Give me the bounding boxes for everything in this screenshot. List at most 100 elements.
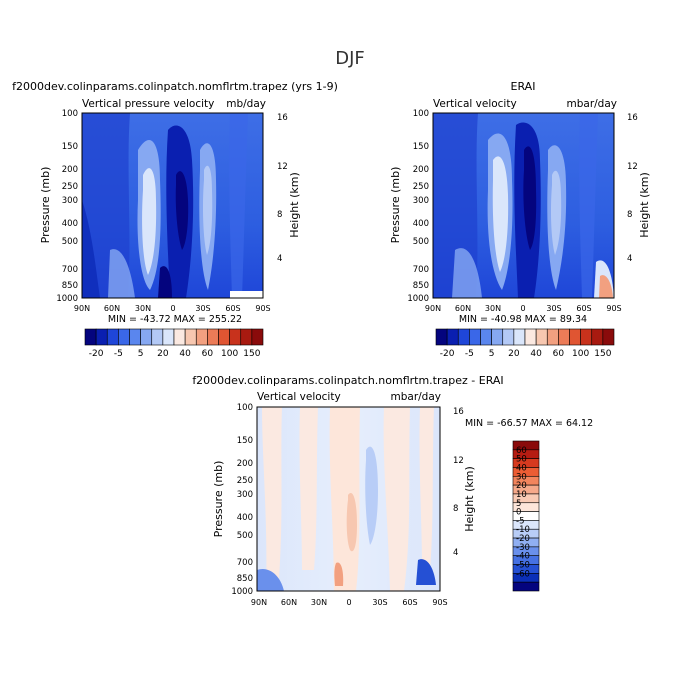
panel-model-field [82, 113, 263, 298]
panel-model-yticks: 100 150 200 250 300 400 500 700 850 1000 [56, 109, 78, 304]
panel-model-ytick: 300 [62, 196, 78, 206]
colorbar-swatch [558, 328, 570, 346]
panel-model-xtick: 30S [195, 304, 210, 313]
panel-erai-xtick: 90N [425, 304, 441, 313]
panel-model-ylabel: Pressure (mb) [39, 167, 52, 244]
panel-difference-region-sh-positive [383, 407, 410, 591]
panel-difference-region-antarctic-negative [416, 559, 436, 585]
panel-model-xtick: 90N [74, 304, 90, 313]
colorbar-label: -5 [516, 516, 524, 526]
panel-model-xticks: 90N 60N 30N 0 30S 60S 90S [74, 304, 271, 313]
panel-model-region-equatorial-core [175, 171, 189, 250]
colorbar-label: -60 [516, 569, 530, 579]
panel-erai-region-nh-ascent-inner [492, 156, 509, 272]
panel-model-xtick: 60N [104, 304, 120, 313]
panel-erai-minmax: MIN = -40.98 MAX = 89.34 [459, 314, 587, 325]
panel-model-subtitle-left: Vertical pressure velocity [82, 98, 214, 110]
panel-erai-y2tick: 8 [627, 210, 632, 220]
panel-model-ytick: 850 [62, 281, 78, 291]
colorbar-swatch [524, 328, 537, 346]
colorbar-label: 0 [516, 508, 521, 518]
colorbar-label: 20 [508, 349, 520, 359]
panel-erai-y2label: Height (km) [638, 172, 651, 238]
colorbar-label: -20 [516, 534, 530, 544]
colorbar-swatch [591, 328, 604, 346]
panel-difference-xtick: 60N [281, 598, 297, 607]
colorbar-label: 5 [516, 499, 521, 509]
panel-erai-region-sh-midlat [579, 113, 598, 298]
panel-model-ytick: 1000 [56, 294, 78, 304]
panel-difference-xtick: 30N [311, 598, 327, 607]
panel-model-xtick: 90S [255, 304, 270, 313]
panel-model-region-missing [230, 291, 263, 298]
panel-model-region-surface-light [108, 249, 135, 298]
panel-erai-xtick: 90S [606, 304, 621, 313]
panel-erai-region-antarctic-red [599, 275, 613, 298]
colorbar-label: -50 [516, 561, 530, 571]
panel-difference-region-arctic-negative [257, 568, 284, 591]
panel-erai-xticks: 90N 60N 30N 0 30S 60S 90S [425, 304, 622, 313]
panel-difference-xtick: 30S [372, 598, 387, 607]
panel-erai-xtick: 30N [485, 304, 501, 313]
colorbar-label: 60 [553, 349, 565, 359]
colorbar-label: -5 [465, 349, 474, 359]
panel-model-region-nh-ascent-inner [142, 168, 157, 275]
colorbar-swatch [457, 328, 470, 346]
colorbar-label: 150 [243, 349, 260, 359]
panel-difference-field [257, 407, 440, 591]
colorbar-label: 20 [157, 349, 169, 359]
panel-model-ytick: 150 [62, 142, 78, 152]
panel-model-y2label: Height (km) [288, 172, 301, 238]
colorbar-swatch [162, 328, 175, 346]
colorbar-label: -20 [440, 349, 455, 359]
panel-difference-y2tick: 4 [453, 548, 458, 558]
panel-erai-y2tick: 4 [627, 254, 632, 264]
colorbar-label: 60 [516, 446, 527, 456]
panel-model-y2tick: 12 [277, 162, 288, 172]
panel-model-xtick: 0 [170, 304, 175, 313]
panel-model-xtick: 60S [225, 304, 240, 313]
panel-difference-subtitle-left: Vertical velocity [257, 391, 341, 403]
colorbar-swatch [207, 328, 219, 346]
colorbar-swatch [546, 328, 559, 346]
colorbar-label: -20 [89, 349, 104, 359]
panel-model-region-nh-polar [82, 200, 100, 298]
panel-difference-title: f2000dev.colinparams.colinpatch.nomflrtm… [192, 374, 503, 387]
panel-erai-ytick: 400 [413, 219, 429, 229]
panel-erai-region-equatorial-core [523, 146, 537, 250]
panel-difference-xticks: 90N 60N 30N 0 30S 60S 90S [251, 598, 448, 607]
panel-difference-region-surface-peak [334, 562, 344, 586]
panel-model-ytick: 400 [62, 219, 78, 229]
colorbar-swatch [535, 328, 548, 346]
panel-model-subtitle-right: mb/day [226, 98, 266, 110]
colorbar-swatch [435, 328, 448, 346]
panel-erai-y2ticks: 16 12 8 4 [627, 113, 638, 264]
panel-model-region-sh-ascent-inner [203, 165, 213, 255]
panel-erai-subtitle-right: mbar/day [567, 98, 618, 110]
colorbar-swatch [502, 328, 515, 346]
colorbar-swatch [512, 581, 540, 592]
panel-model-y2tick: 8 [277, 210, 282, 220]
panel-model-ytick: 250 [62, 182, 78, 192]
panel-erai: ERAI Vertical velocity mbar/day 100 150 … [389, 80, 651, 359]
colorbar-swatch [469, 328, 481, 346]
panel-difference-ytick: 150 [237, 436, 253, 446]
panel-erai-title: ERAI [511, 80, 536, 93]
panel-model-y2tick: 16 [277, 113, 288, 123]
panel-model-ytick: 100 [62, 109, 78, 119]
colorbar-label: -30 [516, 543, 530, 553]
panel-model-frame [81, 112, 264, 299]
panel-erai-frame [432, 112, 615, 299]
panel-difference-region-nh-subtropic-positive [299, 407, 318, 570]
panel-model-ytick: 500 [62, 237, 78, 247]
colorbar-label: 20 [516, 481, 527, 491]
panel-difference-ytick: 250 [237, 476, 253, 486]
panel-difference-region-high-lat-positive [419, 407, 434, 570]
colorbar-swatch [569, 328, 581, 346]
panel-difference-ytick: 400 [237, 513, 253, 523]
colorbar-label: 60 [202, 349, 214, 359]
colorbar-swatch [173, 328, 186, 346]
panel-difference-ytick: 700 [237, 558, 253, 568]
